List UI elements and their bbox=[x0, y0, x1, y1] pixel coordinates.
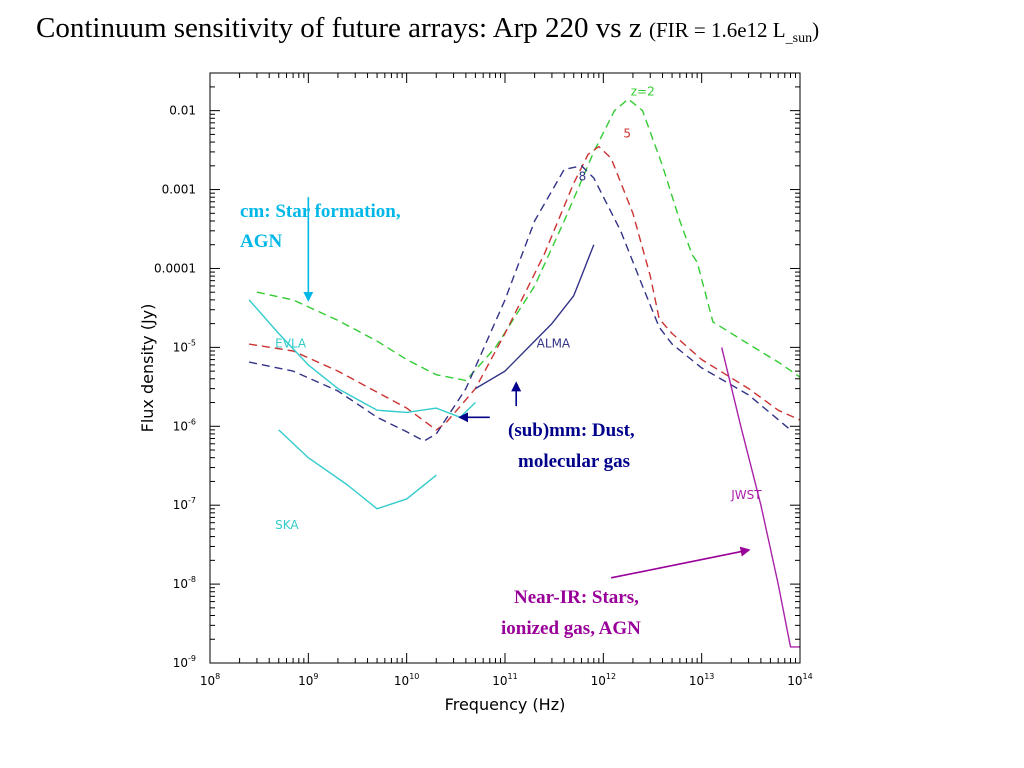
y-tick-exponent: -6 bbox=[188, 417, 196, 426]
page-title-paren: (FIR = 1.6e12 L_sun) bbox=[648, 18, 820, 46]
series-label-evla: EVLA bbox=[275, 336, 307, 350]
y-tick-label: 10-6 bbox=[173, 417, 196, 433]
annotations-layer: cm: Star formation, AGN (sub)mm: Dust, mole… bbox=[240, 197, 751, 639]
series-line-alma bbox=[475, 244, 595, 390]
y-tick-exponent: -9 bbox=[188, 654, 196, 663]
series-line-ska bbox=[278, 429, 437, 510]
labels-layer: z=2 5 8 EVLA SKA ALMA JWST bbox=[275, 85, 762, 532]
y-tick-label: 10-8 bbox=[173, 575, 196, 591]
x-tick-label: 1011 bbox=[492, 672, 517, 688]
x-tick-base: 10 bbox=[298, 674, 313, 688]
x-tick-exponent: 11 bbox=[508, 672, 518, 681]
series-line-jwst bbox=[721, 347, 800, 648]
annotation-nir-line-2: ionized gas, AGN bbox=[501, 618, 641, 639]
series-label-ska: SKA bbox=[275, 518, 299, 532]
annotation-nir-arrow bbox=[610, 546, 751, 579]
y-tick-base: 10 bbox=[173, 419, 188, 433]
page-title-subscript: _sun bbox=[785, 31, 813, 47]
x-tick-base: 10 bbox=[591, 674, 606, 688]
annotation-cm-line-1: cm: Star formation, bbox=[240, 201, 401, 222]
y-tick-label: 0.001 bbox=[162, 183, 196, 197]
x-axis-label: Frequency (Hz) bbox=[445, 695, 566, 714]
series-label-z-2: z=2 bbox=[631, 85, 655, 99]
series-line-8 bbox=[248, 165, 791, 442]
annotation-cm-line-2: AGN bbox=[240, 231, 283, 252]
annotation-submm-line-2: molecular gas bbox=[518, 451, 630, 472]
x-tick-exponent: 12 bbox=[606, 672, 616, 681]
annotation-submm-line-1: (sub)mm: Dust, bbox=[508, 420, 635, 441]
x-tick-label: 1012 bbox=[591, 672, 616, 688]
y-tick-exponent: -5 bbox=[188, 338, 196, 347]
y-tick-label: 10-5 bbox=[173, 338, 196, 354]
annotation-nir-line-1: Near-IR: Stars, bbox=[514, 587, 639, 608]
x-tick-exponent: 13 bbox=[704, 672, 714, 681]
series-line-z-2 bbox=[256, 98, 800, 382]
y-tick-exponent: -7 bbox=[188, 496, 196, 505]
x-tick-label: 109 bbox=[298, 672, 318, 688]
x-tick-label: 1013 bbox=[689, 672, 714, 688]
x-tick-base: 10 bbox=[787, 674, 802, 688]
y-tick-base: 10 bbox=[173, 656, 188, 670]
page-title: Continuum sensitivity of future arrays: … bbox=[36, 10, 1016, 57]
y-tick-base: 10 bbox=[173, 340, 188, 354]
series-label-8: 8 bbox=[579, 170, 587, 184]
page-title-main: Continuum sensitivity of future arrays: … bbox=[36, 12, 642, 44]
y-tick-label: 10-9 bbox=[173, 654, 196, 670]
y-tick-base: 10 bbox=[173, 577, 188, 591]
x-tick-base: 10 bbox=[394, 674, 409, 688]
y-axis-label: Flux density (Jy) bbox=[138, 304, 157, 433]
x-tick-base: 10 bbox=[200, 674, 215, 688]
series-layer bbox=[248, 98, 800, 648]
page-title-paren-close: ) bbox=[812, 18, 820, 42]
series-label-jwst: JWST bbox=[730, 488, 762, 502]
y-tick-exponent: -8 bbox=[188, 575, 196, 584]
x-tick-exponent: 14 bbox=[803, 672, 813, 681]
series-line-5 bbox=[248, 145, 800, 431]
x-tick-exponent: 10 bbox=[409, 672, 419, 681]
y-tick-label: 10-7 bbox=[173, 496, 196, 512]
x-tick-base: 10 bbox=[689, 674, 704, 688]
series-label-alma: ALMA bbox=[537, 336, 571, 350]
x-tick-base: 10 bbox=[492, 674, 507, 688]
series-line-evla bbox=[248, 299, 476, 418]
x-tick-exponent: 8 bbox=[215, 672, 220, 681]
axis-ticks: 108 109 1010 1011 1012 1013 101410-910-810-710… bbox=[154, 72, 813, 688]
y-tick-label: 0.01 bbox=[169, 104, 196, 118]
x-tick-label: 1014 bbox=[787, 672, 812, 688]
page-title-paren-open: (FIR = 1.6e12 L bbox=[648, 18, 786, 42]
y-tick-label: 0.0001 bbox=[154, 261, 196, 275]
x-tick-exponent: 9 bbox=[313, 672, 318, 681]
x-tick-label: 1010 bbox=[394, 672, 419, 688]
y-tick-base: 10 bbox=[173, 498, 188, 512]
plot-frame bbox=[209, 72, 801, 664]
series-label-5: 5 bbox=[623, 126, 631, 140]
x-tick-label: 108 bbox=[200, 672, 220, 688]
